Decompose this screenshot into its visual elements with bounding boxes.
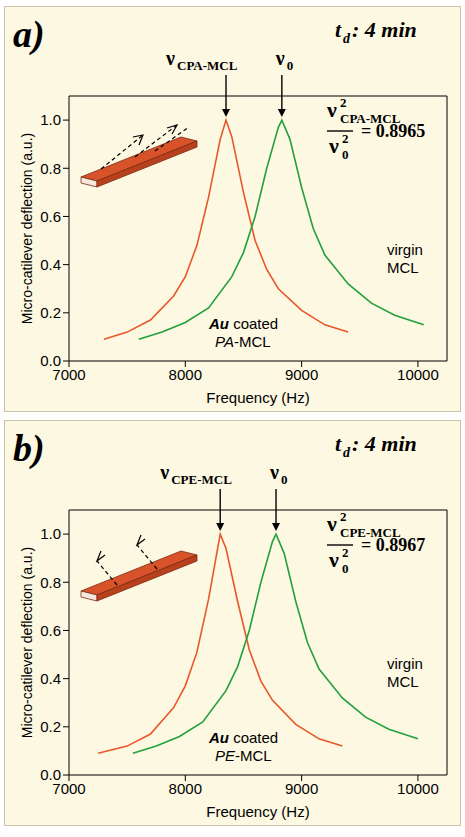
svg-text:Frequency (Hz): Frequency (Hz) [206,803,309,820]
svg-text:10000: 10000 [397,366,439,383]
svg-text:a): a) [13,13,45,56]
svg-text:9000: 9000 [285,780,318,797]
svg-text:CPE-MCL: CPE-MCL [171,472,232,487]
svg-text:0.6: 0.6 [40,622,61,639]
svg-text:ν: ν [165,47,175,69]
svg-text:CPA-MCL: CPA-MCL [340,111,401,126]
svg-text:0: 0 [281,472,288,487]
svg-text:0.6: 0.6 [40,208,61,225]
svg-text:Micro-catilever deflection (a.: Micro-catilever deflection (a.u.) [19,133,35,324]
svg-text:0.2: 0.2 [40,304,61,321]
svg-text:1.0: 1.0 [40,111,61,128]
svg-text:PE-MCL: PE-MCL [215,747,272,764]
svg-text:0: 0 [342,561,349,576]
svg-text:ν: ν [159,461,169,483]
svg-text:0.8: 0.8 [40,160,61,177]
svg-text:2: 2 [340,509,347,524]
svg-text:ν: ν [269,461,279,483]
svg-text:ν: ν [275,47,285,69]
svg-text:t: t [335,17,342,42]
svg-text:CPE-MCL: CPE-MCL [340,525,401,540]
svg-text:CPA-MCL: CPA-MCL [177,58,238,73]
svg-text:0.0: 0.0 [40,352,61,369]
svg-text:d: d [343,445,351,460]
svg-text:Frequency (Hz): Frequency (Hz) [206,389,309,406]
svg-text:PA-MCL: PA-MCL [215,333,271,350]
svg-text:t: t [335,431,342,456]
svg-text:0.8: 0.8 [40,574,61,591]
svg-text:8000: 8000 [169,780,202,797]
svg-text:ν: ν [326,511,337,536]
svg-text:d: d [343,31,351,46]
svg-text:2: 2 [342,131,349,146]
svg-text:0.2: 0.2 [40,718,61,735]
svg-text:virgin: virgin [387,655,423,672]
svg-text:ν: ν [326,97,337,122]
svg-text:0.4: 0.4 [40,670,61,687]
svg-text:9000: 9000 [285,366,318,383]
svg-text:= 0.8967: = 0.8967 [361,535,425,555]
svg-text:0: 0 [287,58,294,73]
svg-text:7000: 7000 [52,365,86,383]
svg-text:Au coated: Au coated [208,729,278,746]
svg-text:1.0: 1.0 [40,525,61,542]
svg-text:virgin: virgin [387,241,423,258]
svg-text:= 0.8965: = 0.8965 [361,121,425,141]
svg-text:ν: ν [328,133,339,158]
svg-text:: 4 min: : 4 min [352,431,417,456]
svg-text:Au coated: Au coated [208,315,278,332]
svg-text:MCL: MCL [387,259,419,276]
svg-text:10000: 10000 [397,780,439,797]
svg-text:0.4: 0.4 [40,256,61,273]
svg-text:MCL: MCL [387,673,419,690]
svg-text:0.0: 0.0 [40,766,61,783]
svg-text:: 4 min: : 4 min [352,17,417,42]
svg-text:8000: 8000 [169,366,202,383]
svg-text:b): b) [13,427,45,470]
svg-text:7000: 7000 [52,779,86,797]
svg-text:ν: ν [328,547,339,572]
svg-text:2: 2 [340,95,347,110]
svg-text:2: 2 [342,545,349,560]
svg-text:Micro-catilever deflection (a.: Micro-catilever deflection (a.u.) [19,547,35,738]
svg-text:0: 0 [342,147,349,162]
